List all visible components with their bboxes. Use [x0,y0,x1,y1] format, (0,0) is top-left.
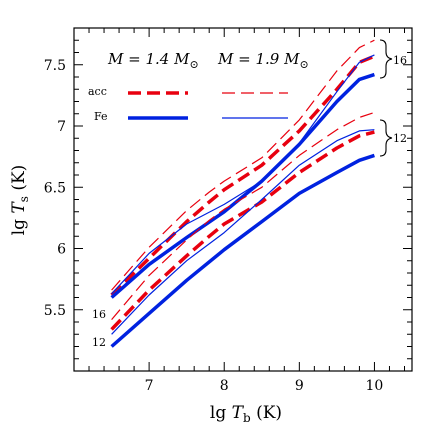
tick-labels: 7 8 9 10 5.5 6 6.5 7 7.5 [44,58,384,394]
y-tick-label: 6.5 [44,180,66,196]
series-layer [110,39,376,348]
brace-16 [379,39,393,79]
annotation-12-right: 12 [393,132,407,145]
annotation-16-left: 16 [92,308,106,321]
axis-ticks [74,28,412,371]
y-tick-label: 6 [57,242,66,258]
y-tick-label: 7.5 [44,58,66,74]
legend-label-fe: Fe [94,110,108,123]
series-line-acc-m19-12 [111,111,375,320]
series-line-acc-m14-16 [110,54,376,297]
legend-header-m19: M = 1.9 M⊙ [217,50,309,71]
x-axis-label: lg Tb (K) [210,403,282,425]
y-axis-label: lg Ts (K) [9,165,31,236]
series-line-fe-m14-12 [110,153,375,348]
brace-12 [379,119,393,157]
series-line-fe-m19-12 [111,129,375,335]
y-tick-label: 7 [57,119,66,135]
annotation-12-left: 12 [92,336,106,349]
series-line-acc-m19-16 [111,39,375,291]
x-tick-label: 9 [295,378,304,394]
series-line-fe-m14-16 [110,72,375,299]
annotation-16-right: 16 [393,54,407,67]
x-tick-label: 10 [366,378,384,394]
series-line-fe-m19-16 [111,54,375,295]
series-line-acc-m14-12 [110,130,375,331]
plot-frame [73,27,413,372]
y-tick-label: 5.5 [44,303,66,319]
legend-label-acc: acc [88,85,107,98]
legend: M = 1.4 M⊙ M = 1.9 M⊙ acc Fe [88,50,309,123]
x-tick-label: 8 [220,378,229,394]
x-tick-label: 7 [145,378,154,394]
legend-header-m14: M = 1.4 M⊙ [107,50,199,71]
